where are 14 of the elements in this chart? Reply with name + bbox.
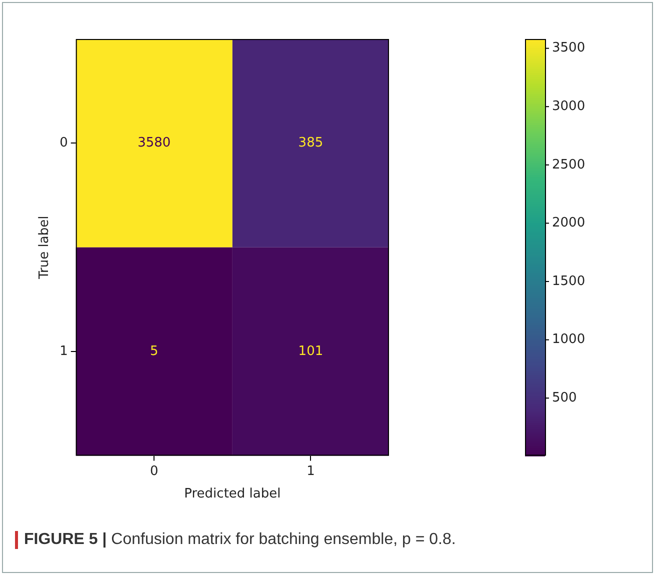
color-bar-label: 1000 xyxy=(552,332,586,348)
caption: FIGURE 5 | Confusion matrix for batching ensemble, p = 0.8. xyxy=(24,531,457,549)
color-bar-label: 2000 xyxy=(552,216,586,231)
color-bar-label: 3000 xyxy=(552,98,586,114)
color-bar-label: 2500 xyxy=(552,157,586,172)
y-axis-title: True label xyxy=(37,216,52,280)
color-bar-label: 3500 xyxy=(552,40,586,56)
data-label: 5 xyxy=(150,344,158,359)
data-label: 3580 xyxy=(138,136,171,151)
x-axis-title: Predicted label xyxy=(184,486,281,502)
color-bar-label: 1500 xyxy=(552,274,586,289)
color-bar-label: 500 xyxy=(552,390,577,406)
data-label: 385 xyxy=(298,136,324,151)
data-label: 101 xyxy=(298,344,324,359)
